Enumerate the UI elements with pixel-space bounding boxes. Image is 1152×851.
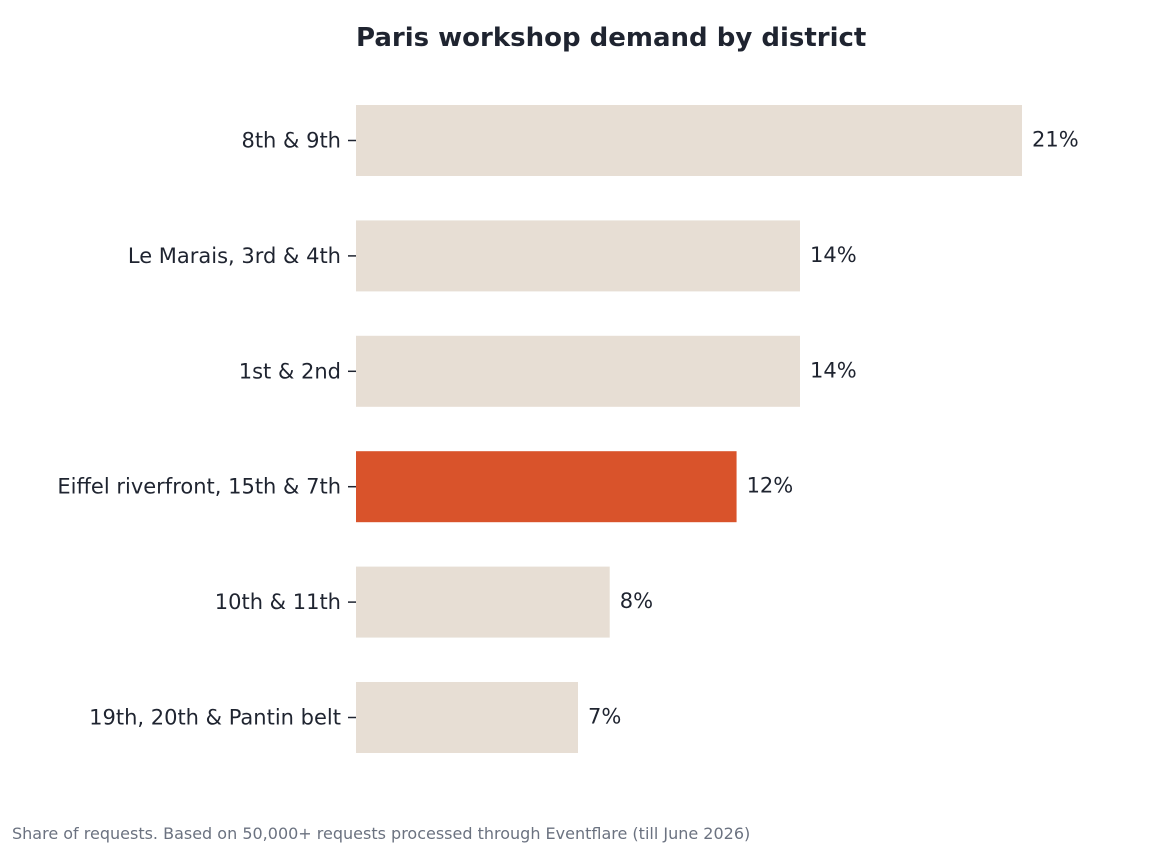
y-tick-label: 8th & 9th bbox=[241, 129, 341, 153]
data-label: 21% bbox=[1032, 128, 1079, 152]
y-axis-ticks: 8th & 9th Le Marais, 3rd & 4th 1st & 2nd Ei… bbox=[57, 129, 356, 730]
bar-1 bbox=[356, 220, 800, 292]
bars-layer bbox=[356, 105, 1022, 753]
chart-title: Paris workshop demand by district bbox=[356, 23, 866, 53]
data-label: 12% bbox=[747, 474, 794, 498]
data-label: 14% bbox=[810, 243, 857, 267]
bar-5 bbox=[356, 682, 578, 753]
footnote: Share of requests. Based on 50,000+ requ… bbox=[12, 824, 751, 843]
data-label: 8% bbox=[620, 589, 653, 613]
y-tick-label: 10th & 11th bbox=[215, 590, 341, 614]
bar-0 bbox=[356, 105, 1022, 176]
data-label: 14% bbox=[810, 358, 857, 382]
y-tick-label: Le Marais, 3rd & 4th bbox=[128, 244, 341, 268]
data-label: 7% bbox=[588, 705, 621, 729]
data-labels: 21% 14% 14% 12% 8% 7% bbox=[588, 128, 1079, 729]
bar-3 bbox=[356, 451, 737, 523]
y-tick-label: 1st & 2nd bbox=[239, 359, 341, 383]
bar-4 bbox=[356, 566, 610, 638]
bar-2 bbox=[356, 335, 800, 407]
y-tick-label: 19th, 20th & Pantin belt bbox=[89, 706, 341, 730]
y-tick-label: Eiffel riverfront, 15th & 7th bbox=[57, 475, 341, 499]
